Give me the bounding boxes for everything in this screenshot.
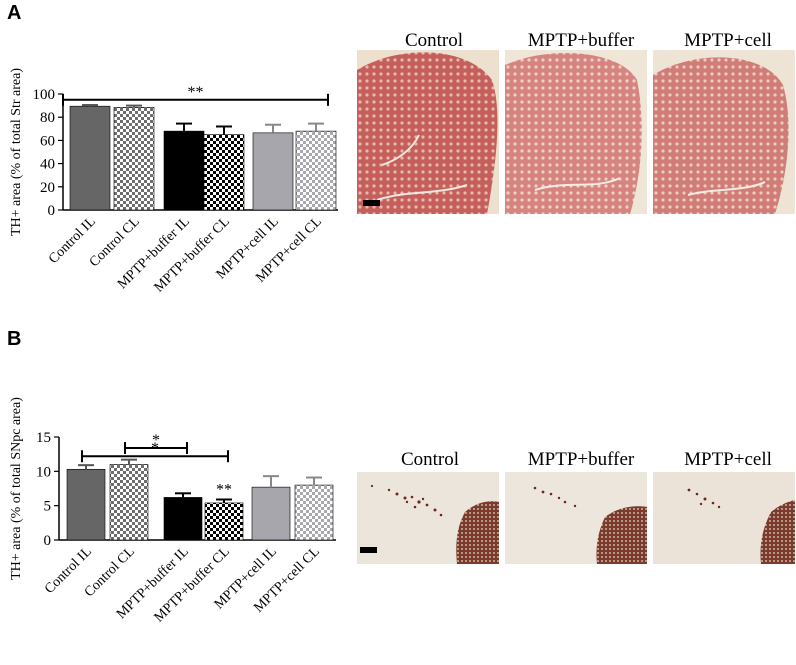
bar	[204, 502, 244, 541]
bar-chart-a: TH+ area (% of total Str area) 0 20 40 60 80 1…	[9, 68, 338, 295]
y-tick-label: 100	[33, 87, 56, 103]
micrograph-b-control	[357, 472, 499, 564]
y-axis-label: TH+ area (% of total SNpc area)	[9, 397, 24, 580]
micrograph-b-title-control: Control	[400, 449, 460, 470]
striatum-section-image	[653, 50, 795, 214]
bar	[66, 468, 106, 541]
micrograph-a-mptp-buffer	[505, 50, 647, 214]
bar	[252, 132, 294, 211]
snpc-section-image	[505, 472, 647, 564]
significance-label: **	[188, 84, 204, 101]
y-axis-label: TH+ area (% of total Str area)	[9, 68, 24, 236]
bar	[295, 130, 337, 211]
scale-bar	[360, 547, 377, 553]
snpc-section-image	[357, 472, 499, 564]
y-tick-label: 40	[40, 157, 55, 173]
bar	[251, 486, 291, 541]
micrograph-a-title-mptp-cell: MPTP+cell	[684, 30, 772, 51]
bar	[203, 134, 245, 211]
micrograph-a-control	[357, 50, 499, 214]
bar	[113, 107, 155, 211]
snpc-section-image	[653, 472, 795, 564]
significance-label: **	[216, 482, 232, 499]
striatum-section-image	[357, 50, 499, 214]
significance-label: *	[152, 432, 160, 449]
x-tick-label: MPTP+buffer CL	[152, 214, 233, 295]
bar-chart-b: TH+ area (% of total SNpc area) 051015Con…	[9, 397, 336, 625]
micrograph-b-mptp-buffer	[505, 472, 647, 564]
bar	[109, 464, 149, 541]
y-tick-label: 15	[36, 430, 51, 446]
micrograph-a-title-mptp-buffer: MPTP+buffer	[527, 30, 635, 51]
significance-label: *	[151, 440, 159, 457]
panel-letter-a: A	[7, 2, 22, 24]
panel-letter-b: B	[7, 328, 22, 350]
y-tick-label: 80	[40, 110, 55, 126]
bar	[294, 484, 334, 541]
bar	[163, 497, 203, 541]
y-tick-label: 20	[40, 180, 55, 196]
bar	[69, 105, 111, 211]
scale-bar	[363, 200, 380, 206]
y-tick-label: 10	[36, 464, 51, 480]
micrograph-b-title-mptp-cell: MPTP+cell	[684, 449, 772, 470]
striatum-section-image	[505, 50, 647, 214]
bar	[163, 130, 205, 211]
y-tick-label: 5	[44, 499, 52, 515]
y-tick-label: 60	[40, 133, 55, 149]
y-tick-label: 0	[48, 203, 56, 219]
micrograph-b-mptp-cell	[653, 472, 795, 564]
x-tick-label: MPTP+buffer CL	[152, 544, 233, 625]
y-tick-label: 0	[44, 533, 52, 549]
micrograph-a-title-control: Control	[404, 30, 464, 51]
micrograph-b-title-mptp-buffer: MPTP+buffer	[527, 449, 635, 470]
micrograph-a-mptp-cell	[653, 50, 795, 214]
